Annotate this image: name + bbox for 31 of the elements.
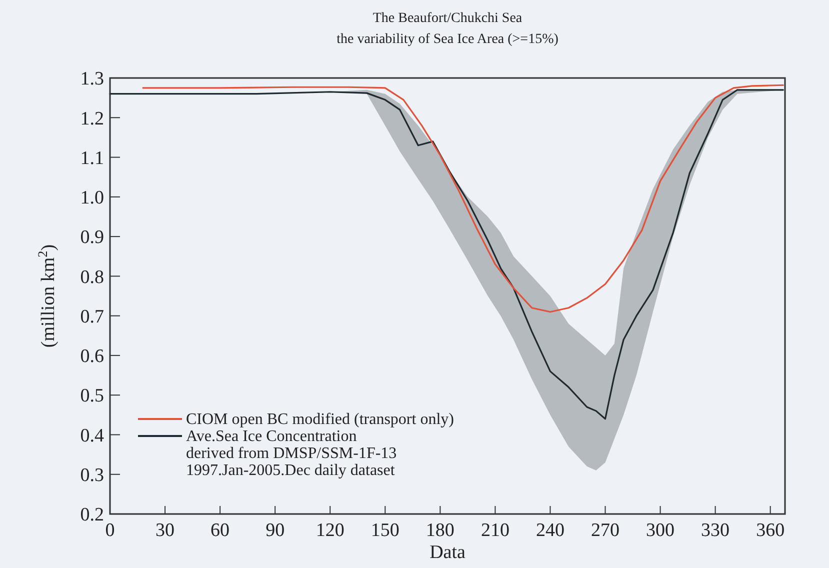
y-tick-label: 0.5 — [80, 386, 104, 407]
x-tick-label: 300 — [646, 520, 675, 541]
y-tick-label: 0.8 — [80, 266, 104, 288]
legend-label: Ave.Sea Ice Concentration derived from DMSP/SSM-1F-13 1997.Jan-2005.Dec daily dataset — [186, 428, 397, 479]
line-series — [142, 84, 784, 313]
y-tick-label: 0.4 — [80, 425, 104, 446]
y-tick-label: 0.2 — [80, 504, 104, 526]
x-tick-label: 360 — [756, 520, 785, 541]
x-tick-label: 180 — [426, 520, 454, 541]
x-tick-label: 90 — [266, 520, 285, 541]
x-tick-label: 120 — [316, 520, 344, 541]
x-tick-label: 0 — [105, 520, 115, 541]
y-tick-label: 0.9 — [80, 227, 104, 248]
y-tick-label: 0.3 — [80, 465, 104, 486]
y-tick-label: 1.1 — [80, 148, 104, 169]
x-tick-label: 330 — [701, 520, 730, 541]
x-tick-label: 60 — [210, 520, 230, 541]
chart-subtitle: the variability of Sea Ice Area (>=15%) — [336, 32, 559, 47]
chart-title: The Beaufort/Chukchi Sea — [372, 11, 523, 26]
x-tick-label: 30 — [156, 520, 175, 541]
y-tick-label: 0.6 — [80, 346, 104, 368]
x-tick-label: 270 — [590, 520, 620, 541]
y-tick-label: 1.2 — [80, 108, 104, 130]
y-tick-label: 0.7 — [80, 306, 104, 328]
y-tick-label: 1.0 — [80, 188, 104, 209]
y-tick-label: 1.3 — [80, 68, 104, 90]
legend-label: CIOM open BC modified (transport only) — [186, 411, 454, 428]
x-axis-title: Data — [430, 542, 466, 563]
x-tick-label: 150 — [370, 520, 400, 541]
x-tick-label: 210 — [480, 520, 510, 541]
x-tick-label: 240 — [536, 520, 564, 541]
